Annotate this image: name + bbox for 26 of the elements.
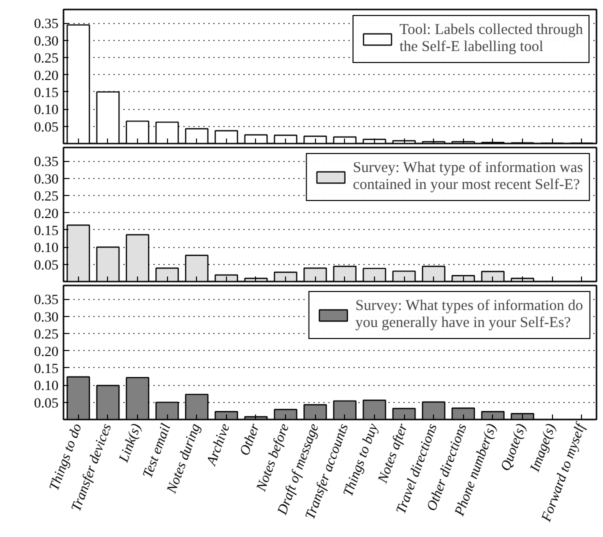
y-tick-label: 0.20 [34,344,58,360]
y-tick-label: 0.15 [34,86,58,101]
x-tick-label: Archive [204,422,234,468]
y-tick-label: 0.05 [34,120,58,136]
y-tick-label: 0.25 [34,328,58,343]
legend-label: Survey: What type of information was contained in your most recent Self-E? [352,160,583,194]
y-tick-label: 0.35 [34,17,58,32]
y-tick-label: 0.30 [34,34,58,50]
y-tick-label: 0.25 [34,52,58,67]
y-tick-label: 0.15 [34,224,58,239]
legend-label: Tool: Labels collected through the Self-E labelling tool [400,22,583,56]
y-tick-label: 0.20 [34,68,58,84]
x-tick-label: Other [238,421,264,458]
y-tick-label: 0.20 [34,206,58,222]
y-tick-label: 0.10 [34,379,58,394]
y-tick-label: 0.05 [34,258,58,274]
y-tick-label: 0.30 [34,310,58,326]
legend-label: Survey: What types of information do you generally have in your Self-Es? [355,298,583,332]
y-tick-label: 0.15 [34,362,58,377]
y-tick-label: 0.35 [34,155,58,170]
y-tick-label: 0.35 [34,293,58,308]
y-tick-label: 0.25 [34,190,58,205]
y-tick-label: 0.10 [34,241,58,256]
y-tick-label: 0.10 [34,103,58,118]
y-tick-label: 0.05 [34,396,58,412]
y-tick-label: 0.30 [34,172,58,188]
